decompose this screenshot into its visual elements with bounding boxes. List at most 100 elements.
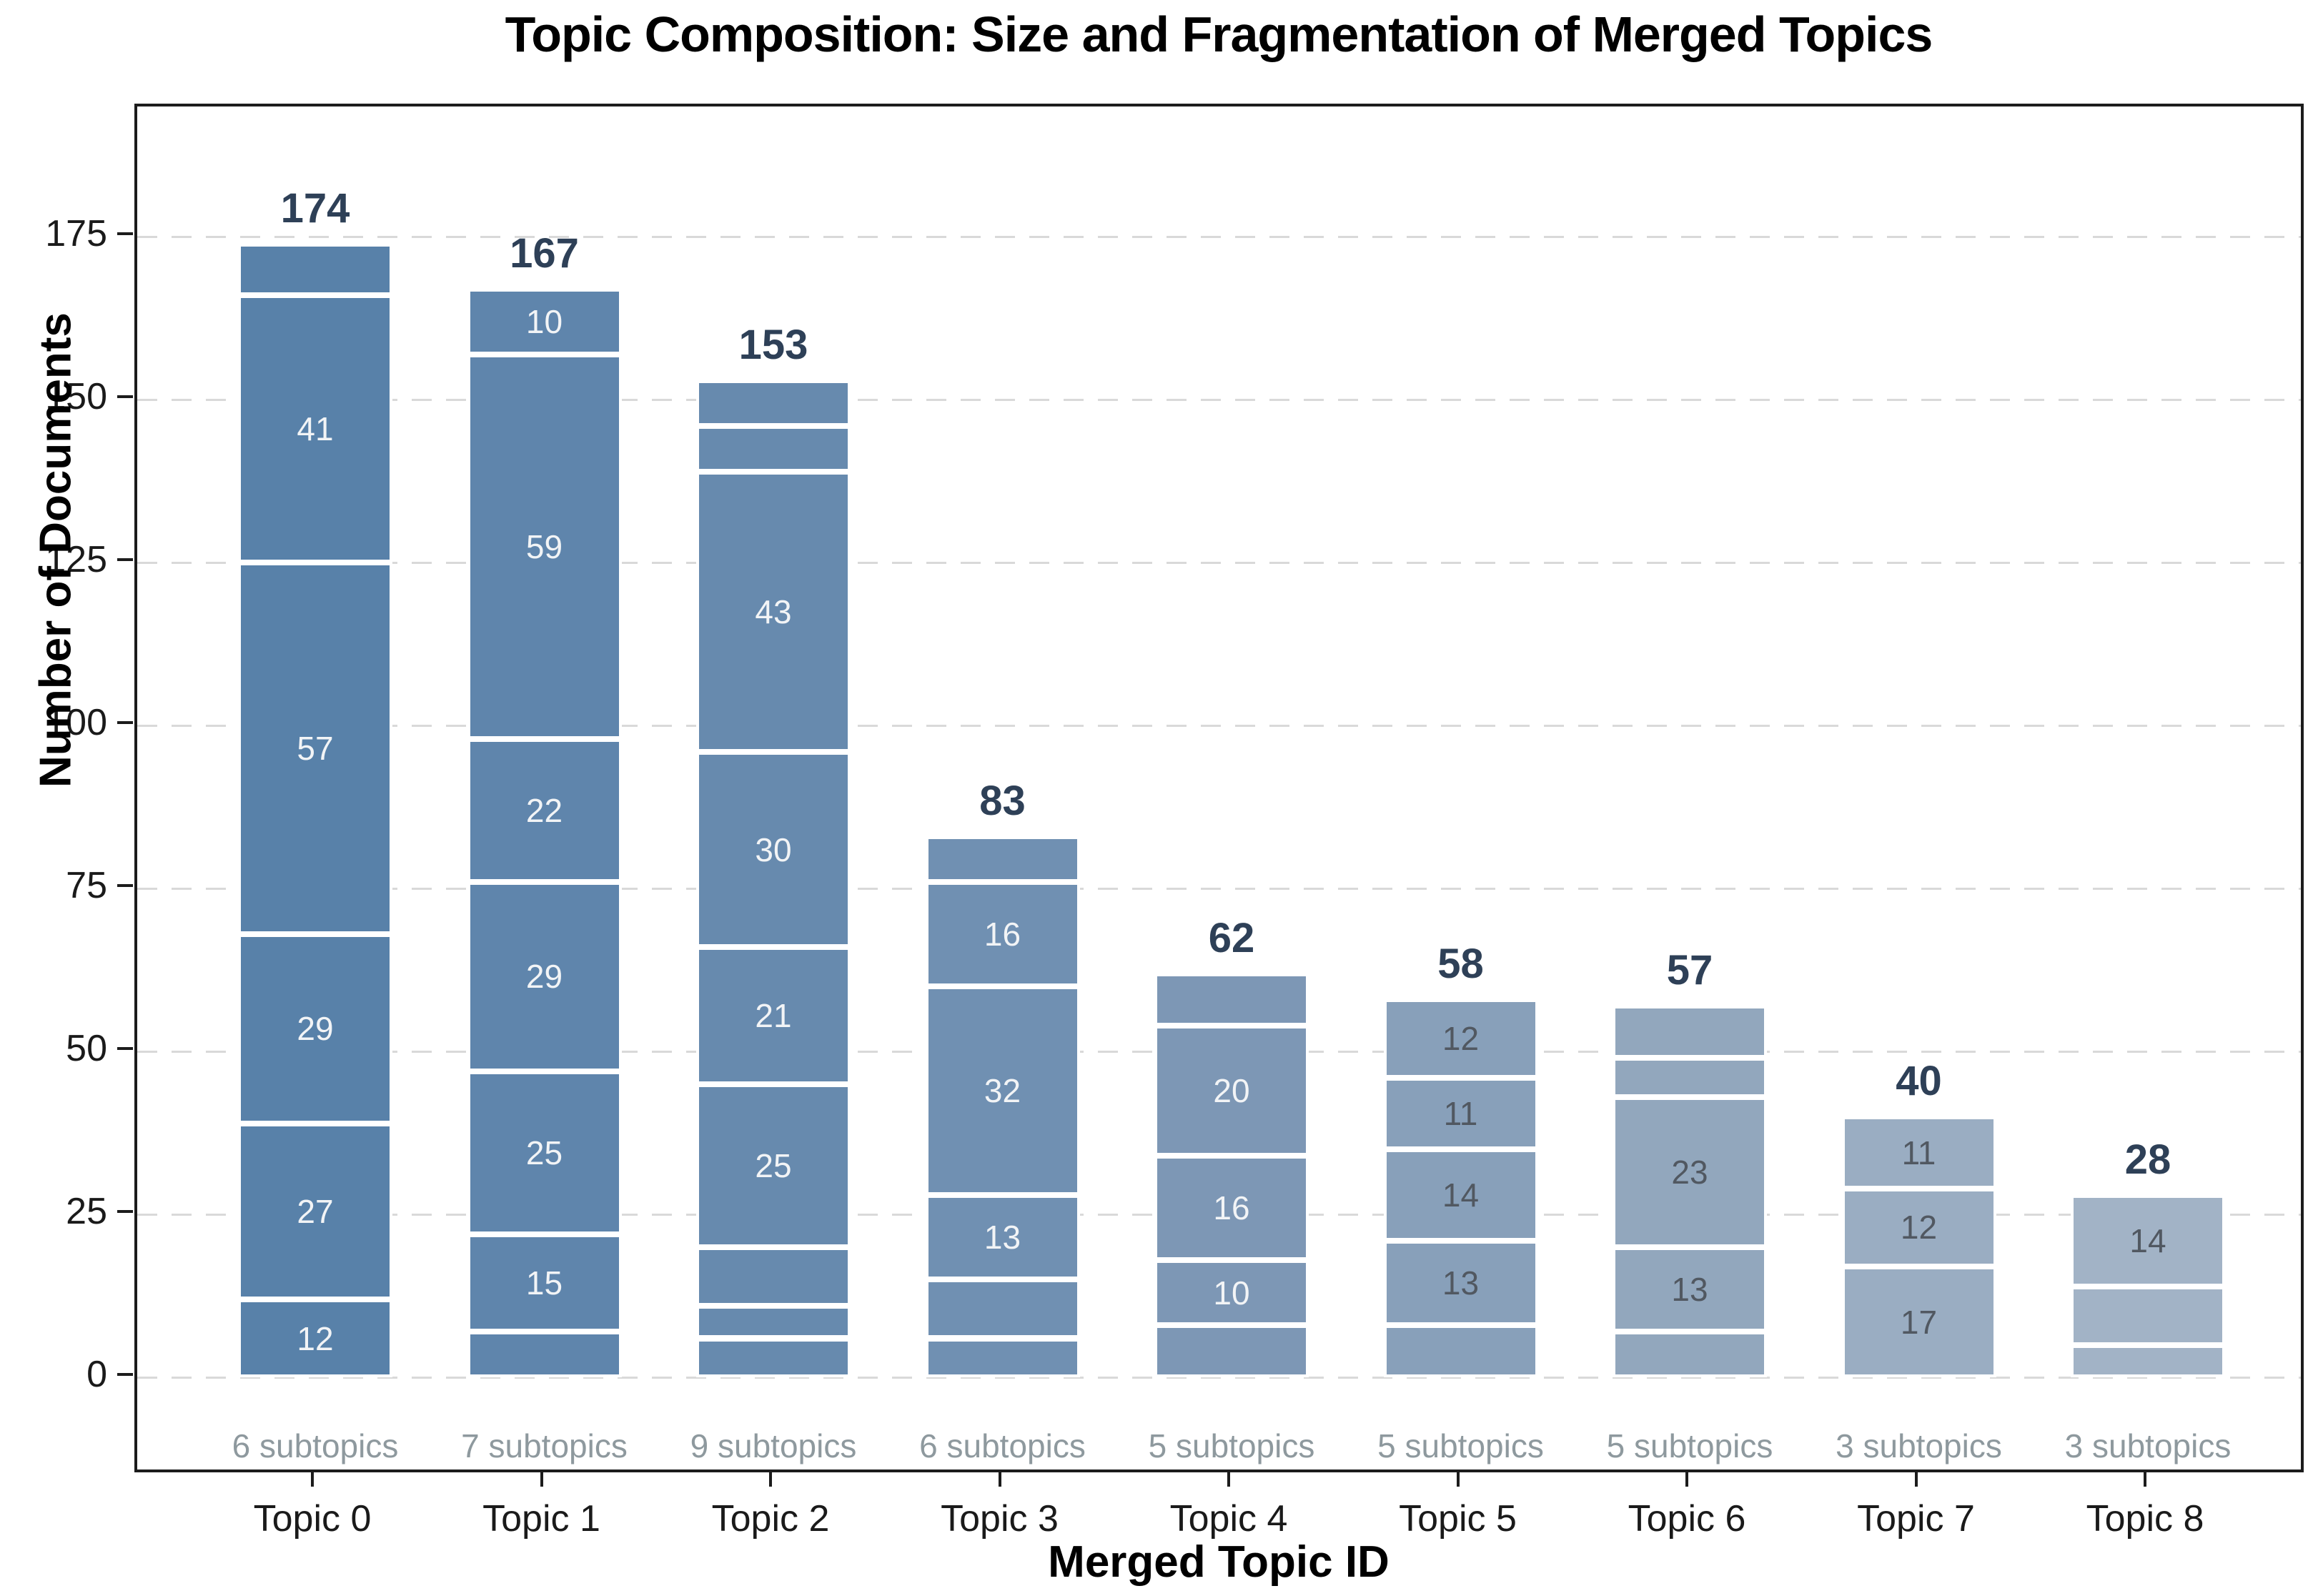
segment-value-label: 17 <box>1900 1303 1938 1341</box>
y-tick-mark <box>117 1047 133 1051</box>
bar-segment <box>1154 1260 1309 1326</box>
y-tick-mark <box>117 558 133 562</box>
bar-segment <box>1154 1025 1309 1156</box>
bar-segment <box>1613 1006 1767 1059</box>
bar-total-label: 83 <box>979 778 1026 825</box>
x-tick-mark <box>540 1472 543 1487</box>
x-tick-mark <box>1456 1472 1460 1487</box>
bar-segment <box>238 1299 392 1378</box>
bar-segment <box>1154 973 1309 1026</box>
segment-value-label: 12 <box>1900 1209 1938 1246</box>
bar-segment <box>925 836 1080 883</box>
bar-segment <box>696 425 851 472</box>
bar-segment <box>2071 1194 2225 1287</box>
gridline-y-175 <box>137 235 2301 238</box>
bar-segment <box>696 1338 851 1378</box>
bar-segment <box>1383 1077 1538 1150</box>
subtopic-count-label: 9 subtopics <box>690 1427 857 1464</box>
bar-segment <box>1154 1156 1309 1261</box>
x-tick-label: Topic 2 <box>711 1498 830 1540</box>
gridline-y-0 <box>137 1376 2301 1379</box>
segment-value-label: 41 <box>297 410 334 448</box>
segment-value-label: 30 <box>755 831 792 868</box>
segment-value-label: 25 <box>755 1146 792 1184</box>
subtopic-count-label: 7 subtopics <box>461 1427 628 1464</box>
segment-value-label: 20 <box>1213 1071 1250 1109</box>
bar-segment <box>1154 1325 1309 1378</box>
bar-segment <box>238 295 392 563</box>
x-tick-label: Topic 4 <box>1169 1498 1288 1540</box>
bar-segment <box>467 1332 622 1378</box>
bar-segment <box>925 986 1080 1195</box>
bar-segment <box>467 882 622 1071</box>
y-tick-mark <box>117 395 133 399</box>
chart-title: Topic Composition: Size and Fragmentatio… <box>505 6 1933 62</box>
segment-value-label: 29 <box>525 958 563 996</box>
y-tick-label: 25 <box>66 1191 107 1233</box>
subtopic-count-label: 6 subtopics <box>919 1427 1086 1464</box>
segment-value-label: 32 <box>984 1071 1021 1109</box>
bar-segment <box>925 1194 1080 1280</box>
y-tick-mark <box>117 1210 133 1214</box>
x-tick-mark <box>1227 1472 1230 1487</box>
x-tick-label: Topic 7 <box>1857 1498 1975 1540</box>
x-tick-mark <box>1685 1472 1688 1487</box>
y-tick-label: 150 <box>45 376 107 418</box>
y-tick-label: 50 <box>66 1028 107 1070</box>
subtopic-count-label: 6 subtopics <box>232 1427 399 1464</box>
segment-value-label: 13 <box>1671 1271 1708 1309</box>
y-tick-mark <box>117 1373 133 1377</box>
y-tick-label: 100 <box>45 702 107 744</box>
bar-total-label: 62 <box>1208 914 1255 961</box>
segment-value-label: 13 <box>1442 1264 1480 1302</box>
bar-segment <box>238 243 392 296</box>
bar-segment <box>467 1234 622 1332</box>
segment-value-label: 16 <box>984 916 1021 953</box>
bar-segment <box>2071 1286 2225 1345</box>
segment-value-label: 23 <box>1671 1153 1708 1191</box>
segment-value-label: 11 <box>1901 1134 1936 1171</box>
bar-segment <box>238 934 392 1124</box>
bar-segment <box>1383 1240 1538 1326</box>
bar-segment <box>696 471 851 752</box>
subtopic-count-label: 3 subtopics <box>2064 1427 2232 1464</box>
segment-value-label: 29 <box>297 1010 334 1048</box>
bar-segment <box>238 562 392 935</box>
x-tick-mark <box>998 1472 1001 1487</box>
bar-segment <box>925 1338 1080 1378</box>
gridline-y-125 <box>137 561 2301 564</box>
bar-segment <box>467 1071 622 1234</box>
segment-value-label: 16 <box>1213 1189 1250 1227</box>
x-tick-mark <box>2144 1472 2146 1487</box>
segment-value-label: 10 <box>525 302 563 340</box>
x-tick-label: Topic 0 <box>253 1498 372 1540</box>
y-tick-mark <box>117 721 133 725</box>
bar-segment <box>1383 1149 1538 1241</box>
x-tick-label: Topic 5 <box>1399 1498 1517 1540</box>
bar-segment <box>696 751 851 948</box>
bar-segment <box>1383 999 1538 1078</box>
segment-value-label: 13 <box>984 1219 1021 1257</box>
segment-value-label: 21 <box>755 997 792 1035</box>
y-tick-label: 175 <box>45 213 107 255</box>
segment-value-label: 11 <box>1443 1094 1478 1132</box>
bar-total-label: 174 <box>280 184 350 232</box>
bar-total-label: 57 <box>1666 947 1713 994</box>
x-tick-mark <box>769 1472 772 1487</box>
x-tick-mark <box>311 1472 314 1487</box>
x-tick-label: Topic 3 <box>941 1498 1059 1540</box>
bar-segment <box>925 1279 1080 1339</box>
subtopic-count-label: 3 subtopics <box>1836 1427 2002 1464</box>
y-tick-mark <box>117 232 133 236</box>
bar-segment <box>696 947 851 1084</box>
segment-value-label: 25 <box>525 1134 563 1171</box>
bar-total-label: 167 <box>510 230 579 277</box>
bar-segment <box>467 289 622 355</box>
bar-total-label: 40 <box>1896 1058 1942 1105</box>
segment-value-label: 10 <box>1213 1274 1250 1312</box>
segment-value-label: 27 <box>297 1192 334 1230</box>
bar-segment <box>696 1305 851 1339</box>
x-tick-label: Topic 6 <box>1628 1498 1746 1540</box>
bar-segment <box>238 1123 392 1299</box>
